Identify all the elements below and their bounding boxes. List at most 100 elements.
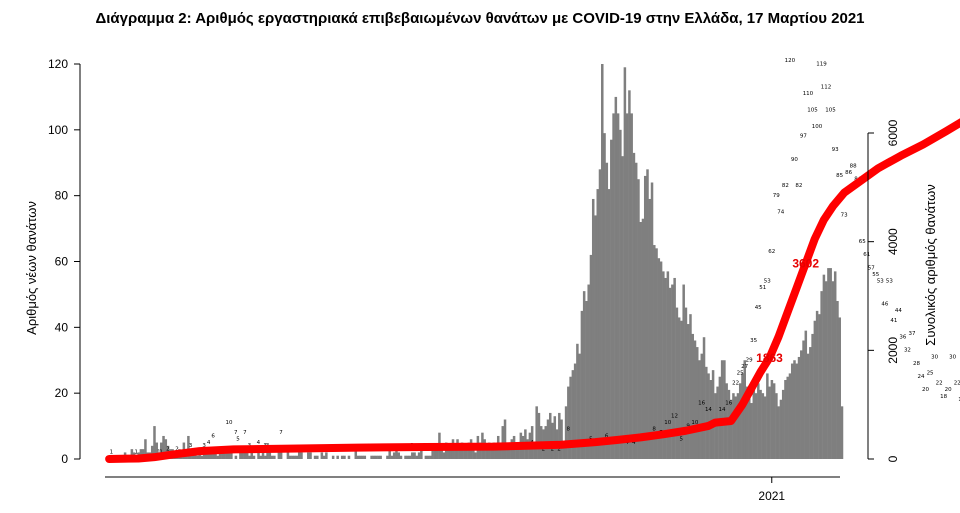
bar-value-label: 5 [680,437,684,443]
bar-value-label: 6 [211,433,215,439]
bar [297,449,301,460]
bar [291,455,294,459]
bar [200,455,204,459]
bar [472,449,475,460]
bar-value-label: 86 [845,170,852,176]
bar [331,455,335,459]
bar [811,333,814,459]
bar [630,113,633,460]
bar [829,268,832,459]
bar [790,363,794,459]
bar [657,258,661,459]
bar [637,179,640,459]
bar [720,360,724,459]
bar-value-label: 22 [954,381,960,387]
bar-value-label: 8 [652,427,656,433]
bar-value-label: 51 [759,285,766,291]
bar-value-label: 22 [936,381,943,387]
bar [680,320,683,459]
cumulative-layer: 186336027252 [105,118,960,463]
bar-value-label: 46 [881,302,888,308]
bar [293,455,296,459]
bar [693,340,697,459]
bar [487,442,491,459]
bar [612,113,615,460]
bar [223,452,226,459]
bar-value-label: 37 [908,331,915,337]
bar [800,350,803,460]
bar [499,442,502,459]
bar [162,435,165,459]
bar-value-label: 8 [566,427,570,433]
bar [838,317,841,459]
bar [214,452,217,459]
bar-value-label: 88 [850,163,857,169]
bar [759,389,762,460]
bar [763,396,767,459]
bar [463,445,466,459]
bar [424,455,428,459]
bar-value-label: 25 [927,371,934,377]
bar [406,455,410,459]
bar-value-label: 105 [807,107,818,113]
bar [616,113,620,460]
bar [795,363,799,459]
bar [623,67,627,459]
bar-value-label: 90 [791,157,798,163]
bar-value-label: 10 [664,420,671,426]
bar-value-label: 44 [895,308,902,314]
bar [458,445,462,459]
bar [264,455,267,459]
bar-value-label: 36 [899,335,906,341]
bar [781,389,785,460]
bar [309,452,312,459]
bar [558,412,561,459]
bar [359,455,362,459]
bar [610,139,613,459]
bar [266,452,269,459]
bar [707,373,710,459]
x-tick-label: 2021 [758,489,785,503]
bar-value-label: 45 [755,305,762,311]
bar [702,337,706,459]
bar [356,455,360,459]
bar [388,449,391,460]
bar [648,198,652,459]
bar [395,445,398,459]
bar-value-label: 57 [868,265,875,271]
bar [449,445,452,459]
y-tick-label: 120 [48,57,68,71]
bar [508,445,511,459]
y2-axis-label: Συνολικός αριθμός θανάτων [923,184,938,345]
bar [564,406,568,459]
bar [227,449,231,460]
bar-value-label: 7 [279,430,283,436]
bar [153,426,156,459]
bar [286,452,290,459]
bar-value-label: 18 [940,394,947,400]
bar [761,393,765,459]
bar [603,133,606,460]
bar-value-label: 65 [859,239,866,245]
bar [150,445,154,459]
bar [370,455,373,459]
bar [243,452,247,459]
bar [397,452,400,459]
bar [164,439,168,459]
bar [643,175,647,460]
bar [239,452,242,459]
y2-tick-label: 0 [886,455,900,462]
bar [614,96,618,460]
bar [442,452,446,459]
bar-value-label: 3 [202,443,206,449]
bar-value-label: 2 [175,446,179,452]
y2-tick-label: 6000 [886,119,900,146]
bar [745,386,749,459]
bar [288,455,292,459]
bar [307,452,310,459]
bar [492,442,495,459]
bar [768,386,771,459]
bar-value-label: 10 [691,420,698,426]
bar [578,353,581,459]
bar-value-label: 112 [821,84,832,90]
